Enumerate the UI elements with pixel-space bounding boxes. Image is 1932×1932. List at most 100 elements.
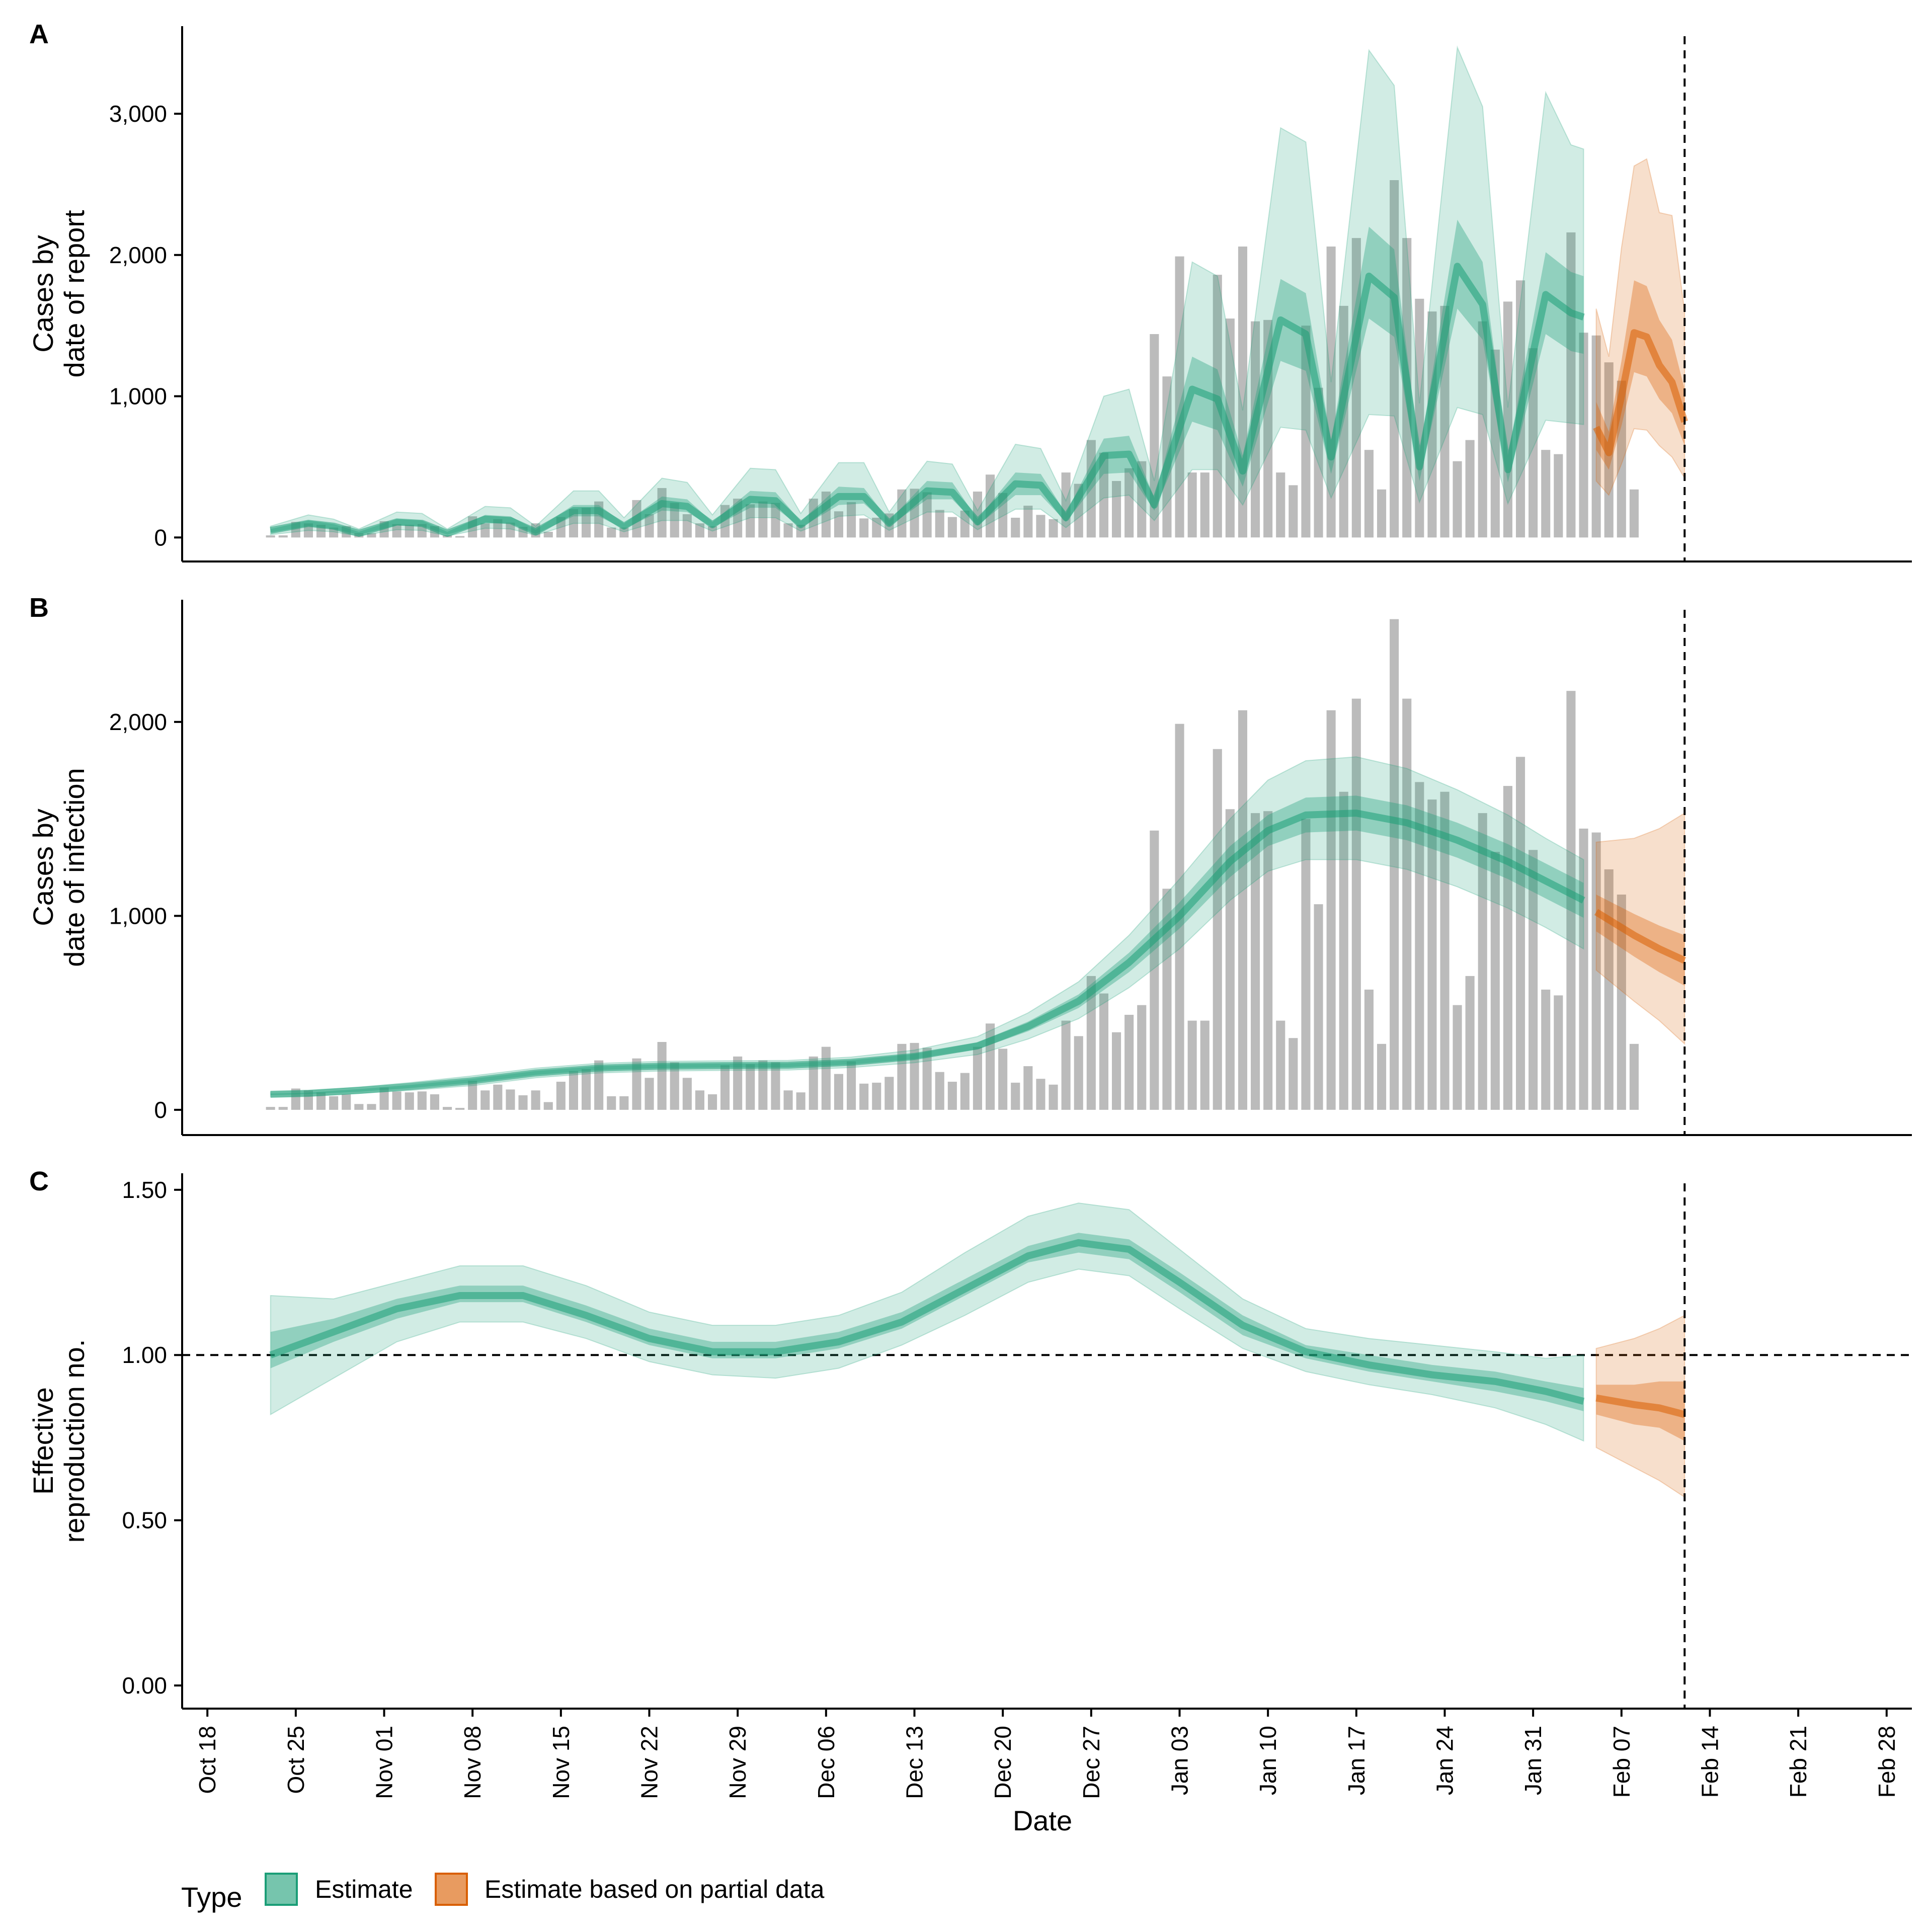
case-bar — [367, 533, 376, 538]
case-bar — [1276, 472, 1285, 538]
case-bar — [947, 517, 957, 538]
case-bar — [1554, 454, 1563, 538]
x-tick-label: Feb 14 — [1697, 1726, 1723, 1798]
case-bar — [1453, 461, 1462, 538]
case-bar — [1162, 889, 1172, 1110]
case-bar — [1427, 799, 1437, 1110]
case-bar — [1200, 1020, 1210, 1110]
x-tick-label: Jan 17 — [1343, 1726, 1370, 1795]
case-bar — [278, 535, 288, 538]
case-bar — [1364, 450, 1374, 538]
legend-label-partial: Estimate based on partial data — [485, 1875, 825, 1903]
partial-estimate-median-line — [1593, 329, 1688, 456]
case-bar — [695, 1090, 704, 1110]
case-bar — [1276, 1020, 1285, 1110]
case-bar — [1516, 757, 1525, 1110]
case-bar — [1112, 481, 1121, 538]
legend-title: Type — [181, 1881, 242, 1913]
panel-a: A Cases bydate of report 0 1,000 2,000 3,000 — [27, 19, 1912, 562]
x-tick-label: Oct 18 — [194, 1726, 220, 1794]
case-bar — [1187, 472, 1197, 538]
case-bar — [354, 1104, 364, 1110]
case-bar — [1402, 698, 1412, 1110]
case-bar — [1377, 1043, 1387, 1110]
y-axis-title-line: Cases by — [27, 235, 59, 352]
y-tick-label: 1.50 — [122, 1177, 167, 1203]
case-bar — [480, 1090, 490, 1110]
partial-estimate-median-line — [1594, 909, 1686, 964]
case-bar — [947, 1082, 957, 1110]
case-bar — [1390, 619, 1399, 1110]
case-bar — [960, 510, 970, 538]
case-bar — [1061, 472, 1071, 538]
case-bar — [847, 502, 856, 538]
x-tick-label: Nov 29 — [725, 1726, 751, 1799]
case-bar — [1099, 452, 1108, 538]
case-bar — [1453, 1005, 1462, 1110]
case-bar — [1175, 256, 1184, 538]
case-bar — [1326, 247, 1336, 538]
case-bar — [1554, 995, 1563, 1110]
case-bar — [1339, 791, 1348, 1110]
x-tick-label: Dec 06 — [813, 1726, 839, 1799]
case-bar — [1541, 450, 1551, 538]
case-bar — [1427, 311, 1437, 538]
estimate-ci50-band — [270, 219, 1584, 535]
case-bar — [1478, 321, 1487, 538]
case-bar — [998, 1049, 1008, 1110]
case-bar — [632, 1058, 641, 1110]
case-bar — [670, 1062, 679, 1110]
case-bar — [1036, 515, 1045, 538]
case-bar — [1591, 335, 1601, 538]
case-bar — [1074, 1036, 1083, 1110]
case-bar — [645, 514, 654, 538]
case-bar — [1465, 976, 1475, 1110]
case-bar — [657, 1042, 667, 1110]
case-bar — [1465, 440, 1475, 538]
case-bar — [935, 1072, 944, 1110]
y-axis-title-line: reproduction no. — [58, 1339, 90, 1543]
y-axis-title: Cases bydate of infection — [27, 768, 90, 967]
case-bar — [531, 1090, 540, 1110]
case-bar — [1566, 691, 1576, 1110]
case-bar — [809, 1056, 818, 1110]
partial-estimate-median-line — [1595, 1394, 1686, 1418]
case-bar — [771, 1062, 780, 1110]
case-bar — [582, 1069, 591, 1110]
case-bar — [1061, 1020, 1071, 1110]
case-bar — [872, 518, 881, 538]
x-tick-label: Oct 25 — [283, 1726, 309, 1794]
x-tick-label: Jan 10 — [1255, 1726, 1281, 1795]
case-bar — [1617, 895, 1626, 1110]
case-bar — [1200, 472, 1210, 538]
case-bar — [582, 508, 591, 538]
y-tick-label: 0 — [154, 524, 167, 550]
case-bar — [783, 523, 793, 538]
case-bar — [1541, 989, 1551, 1110]
case-bar — [998, 493, 1008, 538]
case-bar — [1364, 989, 1374, 1110]
case-bar — [1629, 1043, 1639, 1110]
case-bar — [392, 524, 401, 538]
case-bar — [266, 535, 275, 538]
case-bar — [834, 511, 843, 538]
legend: Type Estimate Estimate based on partial … — [181, 1873, 825, 1913]
y-tick-label: 2,000 — [109, 242, 167, 268]
case-bar — [543, 532, 553, 538]
case-bar — [417, 1091, 427, 1110]
case-bar — [1150, 830, 1159, 1110]
panel-tag: B — [29, 593, 49, 623]
x-tick-label: Jan 24 — [1432, 1726, 1458, 1795]
case-bar — [922, 1048, 932, 1110]
case-bar — [607, 527, 616, 538]
estimate-ci90-band — [270, 1202, 1584, 1442]
partial-estimate-ci90-band — [1595, 812, 1685, 1045]
case-bar — [1036, 1079, 1045, 1110]
case-bar — [682, 1078, 692, 1110]
y-tick-label: 1.00 — [122, 1342, 167, 1368]
partial-estimate-ci50-band — [1596, 1381, 1685, 1441]
case-bar — [834, 1074, 843, 1110]
y-tick-label: 0 — [154, 1097, 167, 1123]
case-bar — [594, 1060, 604, 1110]
